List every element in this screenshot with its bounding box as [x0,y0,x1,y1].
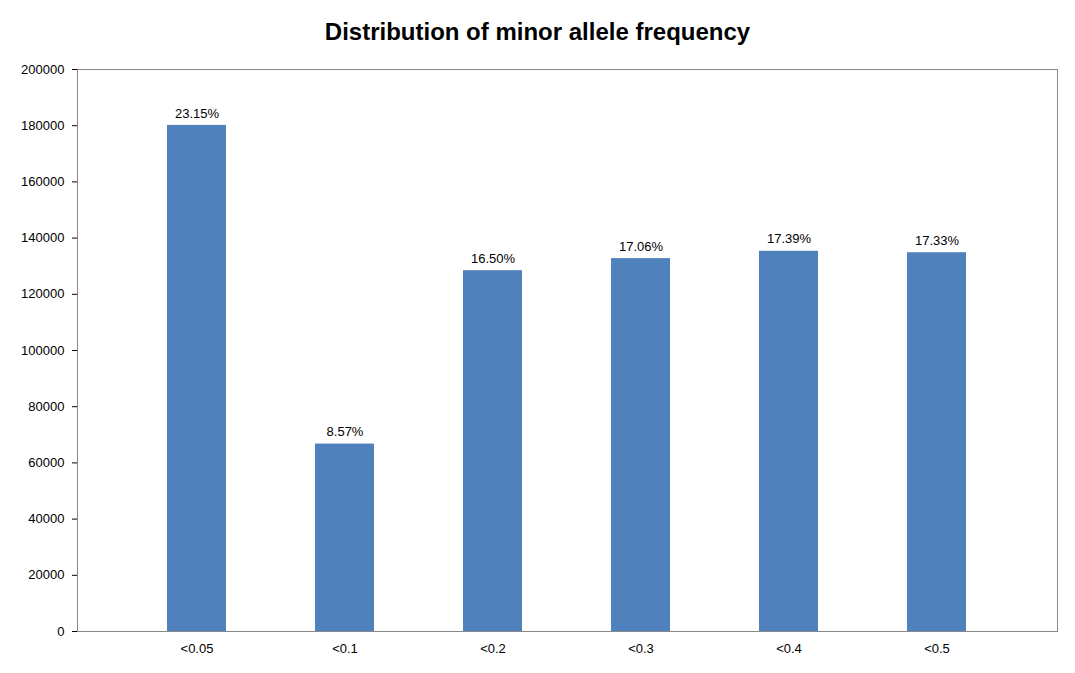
svg-text:100000: 100000 [21,343,64,358]
svg-text:20000: 20000 [28,567,64,582]
svg-text:40000: 40000 [28,511,64,526]
svg-text:<0.1: <0.1 [332,641,358,656]
svg-text:23.15%: 23.15% [175,106,220,121]
svg-text:8.57%: 8.57% [327,424,364,439]
svg-text:160000: 160000 [21,174,64,189]
svg-text:140000: 140000 [21,230,64,245]
html-text:Distribution of minor allele f: Distribution of minor allele frequency [324,18,751,45]
svg-text:<0.3: <0.3 [628,641,654,656]
svg-text:<0.2: <0.2 [480,641,506,656]
svg-text:60000: 60000 [28,455,64,470]
svg-text:<0.05: <0.05 [181,641,214,656]
svg-text:<0.4: <0.4 [776,641,802,656]
svg-text:16.50%: 16.50% [471,251,516,266]
svg-text:80000: 80000 [28,399,64,414]
svg-text:17.06%: 17.06% [619,239,664,254]
svg-text:0: 0 [57,624,64,639]
svg-text:17.33%: 17.33% [915,233,960,248]
svg-text:180000: 180000 [21,118,64,133]
svg-text:120000: 120000 [21,286,64,301]
svg-text:<0.5: <0.5 [924,641,950,656]
svg-text:200000: 200000 [21,62,64,77]
svg-text:17.39%: 17.39% [767,231,812,246]
